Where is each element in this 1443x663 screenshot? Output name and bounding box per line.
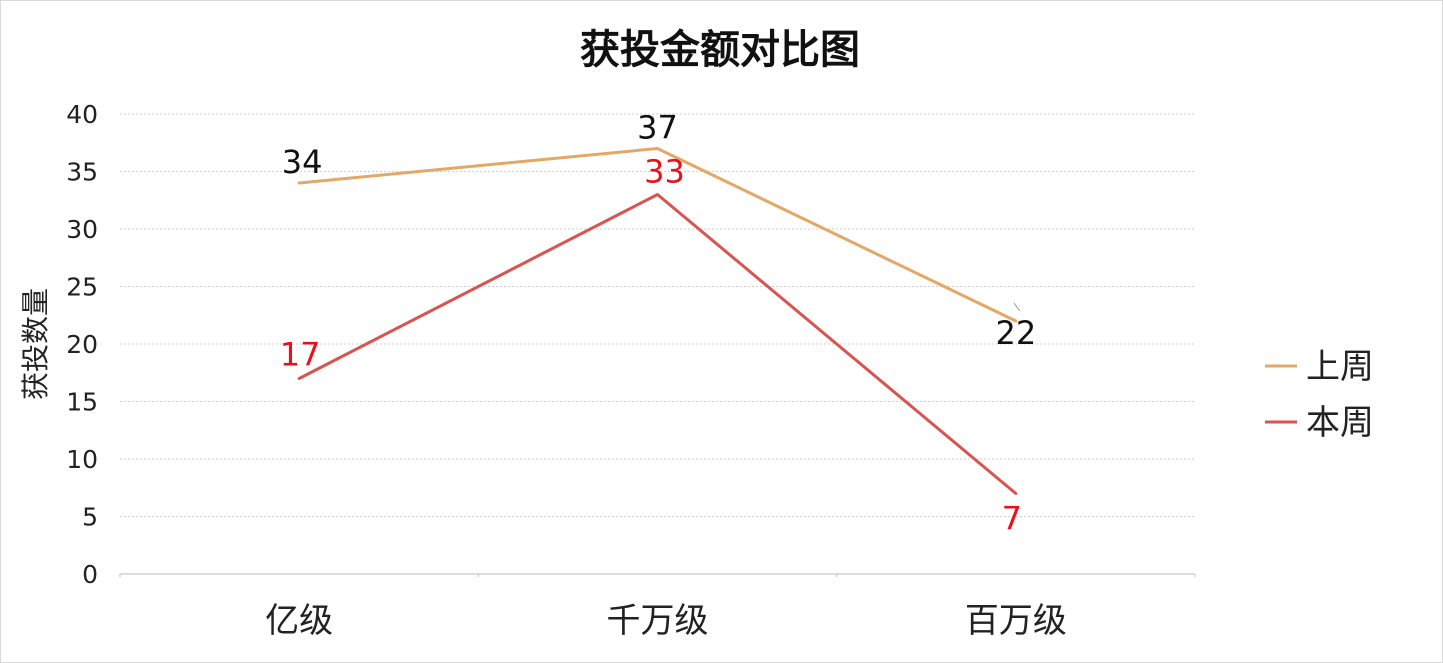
gridlines: [120, 113, 1195, 517]
y-tick-label: 20: [66, 330, 98, 359]
y-axis-label: 获投数量: [19, 288, 52, 400]
y-tick-label: 40: [66, 100, 98, 129]
legend-label: 上周: [1306, 347, 1374, 387]
y-tick-label: 30: [66, 215, 98, 244]
chart-title: 获投金额对比图: [580, 27, 860, 73]
series-line: [297, 147, 1018, 323]
y-tick-label: 5: [82, 503, 98, 532]
data-label: 17: [280, 336, 321, 374]
x-tick-label: 千万级: [607, 601, 709, 641]
y-tick-label: 15: [66, 388, 98, 417]
y-tick-label: 35: [66, 158, 98, 187]
series-lines: [297, 147, 1018, 495]
series-line: [297, 193, 1018, 495]
x-tick-label: 亿级: [265, 601, 333, 641]
data-label: 34: [282, 143, 323, 181]
data-labels: 34 37 22 17 33 7: [280, 109, 1036, 538]
y-tick-label: 25: [66, 273, 98, 302]
data-label: 7: [1002, 500, 1022, 538]
data-label: 22: [995, 314, 1036, 352]
legend-label: 本周: [1306, 403, 1374, 443]
x-tick-label: 百万级: [965, 601, 1067, 641]
y-tick-label: 10: [66, 445, 98, 474]
axes: 0 5 10 15 20 25 30 35 40 亿级 千万级 百万级: [66, 100, 1196, 641]
y-tick-label: 0: [82, 560, 98, 589]
data-label: 33: [644, 153, 685, 191]
data-label: 37: [637, 109, 678, 147]
data-label-leader: [1013, 302, 1021, 312]
